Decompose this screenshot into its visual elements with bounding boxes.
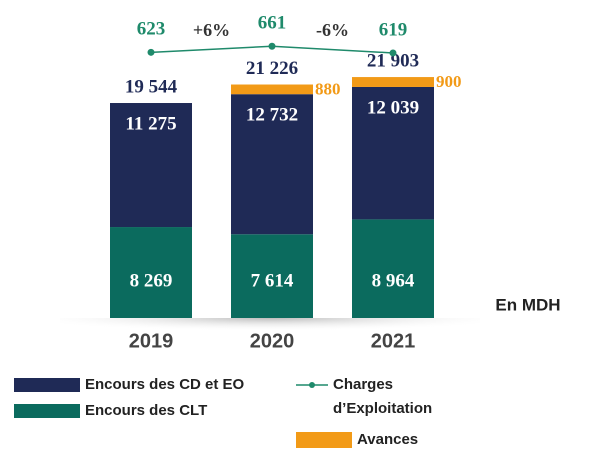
line-value-label: 619 [379,19,408,40]
value-label: 12 732 [246,105,298,126]
value-label: 8 964 [372,270,415,291]
total-label: 19 544 [125,76,178,97]
bar-segment [352,77,434,87]
x-tick-label: 2021 [371,330,416,352]
unit-label: En MDH [495,295,560,314]
line-point [268,42,276,50]
bar-segment [231,84,313,95]
value-label: 7 614 [251,270,294,291]
bar-segment [110,227,192,318]
value-label: 12 039 [367,97,419,118]
legend-label: Encours des CLT [85,402,207,419]
total-label: 21 903 [367,50,419,71]
line-point [389,49,397,57]
line-value-label: 661 [258,13,287,34]
change-annotation: -6% [316,20,349,40]
legend-swatch [14,378,80,392]
bar-segment [110,103,192,228]
value-label: 8 269 [130,270,173,291]
bar-segment [231,234,313,318]
legend-label: Encours des CD et EO [85,376,245,393]
change-annotation: +6% [193,20,230,40]
legend-swatch [296,432,352,448]
total-label: 21 226 [246,58,298,79]
legend-label: Charges d’Exploitation Bancaire [333,376,433,417]
legend-label-box: Charges d’Exploitation Bancaire [333,376,433,417]
value-label: 880 [315,79,341,98]
x-tick-label: 2020 [250,330,295,352]
bar-segment [352,86,434,220]
bar-segment [231,94,313,235]
floor-shadow [60,318,480,340]
line-point [147,48,155,56]
value-label: 900 [436,72,462,91]
line-value-label: 623 [137,19,166,40]
bar-segment [352,219,434,318]
x-tick-label: 2019 [129,330,174,352]
legend-label: Avances [357,431,418,448]
legend-swatch [14,404,80,418]
legend-swatch [309,382,315,388]
value-label: 11 275 [125,113,176,134]
